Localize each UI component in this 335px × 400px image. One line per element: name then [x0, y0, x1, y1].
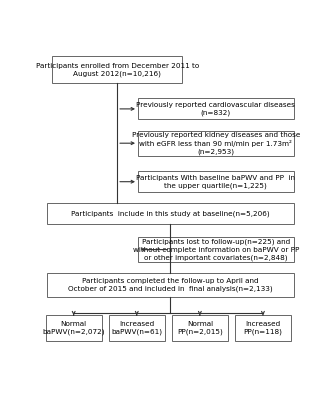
FancyBboxPatch shape	[138, 171, 294, 192]
Text: Participants With baseline baPWV and PP  in
the upper quartile(n=1,225): Participants With baseline baPWV and PP …	[136, 174, 295, 189]
Text: Normal
baPWV(n=2,072): Normal baPWV(n=2,072)	[43, 321, 105, 335]
FancyBboxPatch shape	[47, 274, 294, 297]
Text: Participants completed the follow-up to April and
October of 2015 and included i: Participants completed the follow-up to …	[68, 278, 273, 292]
FancyBboxPatch shape	[138, 237, 294, 262]
Text: Participants enrolled from December 2011 to
August 2012(n=10,216): Participants enrolled from December 2011…	[36, 62, 199, 77]
Text: Participants  include in this study at baseline(n=5,206): Participants include in this study at ba…	[71, 211, 270, 217]
Text: Normal
PP(n=2,015): Normal PP(n=2,015)	[177, 321, 223, 335]
FancyBboxPatch shape	[109, 315, 165, 341]
FancyBboxPatch shape	[235, 315, 291, 341]
Text: Increased
PP(n=118): Increased PP(n=118)	[244, 321, 282, 335]
Text: Increased
baPWV(n=61): Increased baPWV(n=61)	[111, 321, 162, 335]
FancyBboxPatch shape	[52, 56, 182, 83]
Text: Previously reported kidney diseases and those
with eGFR less than 90 ml/min per : Previously reported kidney diseases and …	[132, 132, 300, 155]
FancyBboxPatch shape	[138, 98, 294, 119]
FancyBboxPatch shape	[172, 315, 228, 341]
FancyBboxPatch shape	[47, 203, 294, 224]
Text: Participants lost to follow-up(n=225) and
without complete information on baPWV : Participants lost to follow-up(n=225) an…	[133, 238, 299, 261]
FancyBboxPatch shape	[46, 315, 102, 341]
Text: Previously reported cardiovascular diseases
(n=832): Previously reported cardiovascular disea…	[136, 102, 295, 116]
FancyBboxPatch shape	[138, 130, 294, 156]
